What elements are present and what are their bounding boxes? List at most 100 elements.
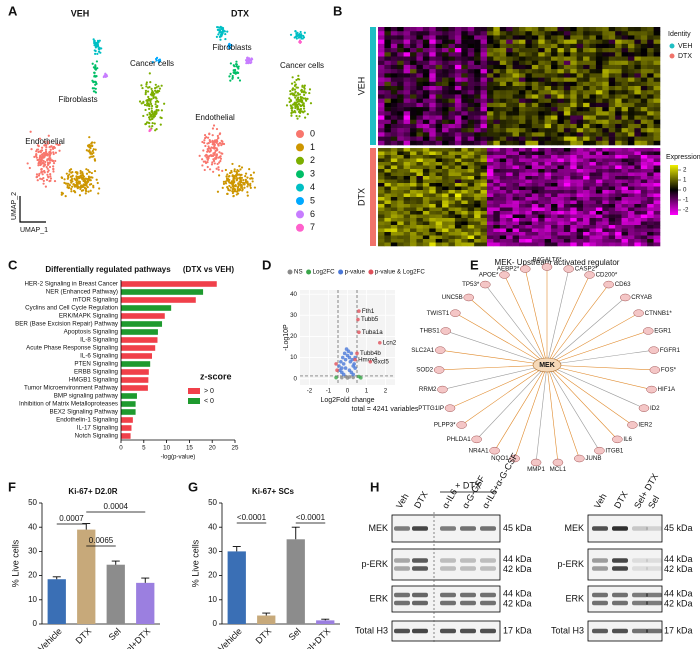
heat-cell <box>486 218 494 222</box>
heat-cell <box>474 115 481 121</box>
heat-cell <box>531 172 539 177</box>
blot-band <box>440 600 456 606</box>
umap-cell <box>233 177 236 180</box>
heat-cell <box>653 102 661 108</box>
blot-band <box>480 628 496 634</box>
heat-cell <box>544 77 552 83</box>
heat-cell <box>602 169 610 173</box>
heat-cell <box>538 186 545 191</box>
umap-cell <box>49 148 52 151</box>
umap-cell <box>299 95 302 99</box>
heat-cell <box>461 132 469 137</box>
heat-cell <box>615 221 622 226</box>
umap-cell <box>145 81 148 84</box>
umap-cell <box>203 141 206 144</box>
umap-cell <box>228 184 231 188</box>
heat-cell <box>390 35 398 40</box>
umap-cell <box>289 33 293 36</box>
heat-cell <box>640 235 648 240</box>
heat-cell <box>576 165 584 170</box>
heat-cell <box>525 193 533 198</box>
heat-cell <box>557 211 565 215</box>
heat-cell <box>480 27 488 32</box>
umap-cell <box>229 72 232 75</box>
heat-cell <box>416 90 424 95</box>
category-label: HER-2 Signaling in Breast Cancer <box>24 281 118 288</box>
p-value-label: <0.0001 <box>237 513 267 522</box>
heat-cell <box>422 190 430 194</box>
heat-cell <box>544 132 552 137</box>
heat-cell <box>429 186 436 191</box>
heat-cell <box>435 176 443 180</box>
umap-cell <box>233 170 236 173</box>
heat-cell <box>544 232 552 236</box>
umap-cell <box>60 193 63 196</box>
heat-cell <box>525 179 533 184</box>
heat-cell <box>634 73 642 78</box>
heat-cell <box>422 136 430 142</box>
category-label: Apoptosis Signaling <box>64 329 119 336</box>
heat-cell <box>467 128 475 133</box>
heat-cell <box>467 35 475 40</box>
heat-cell <box>583 176 590 180</box>
heat-cell <box>416 111 424 116</box>
heat-cell <box>551 197 558 201</box>
heat-cell <box>583 225 590 229</box>
heat-cell <box>512 176 520 180</box>
heat-cell <box>557 81 565 87</box>
heat-cell <box>538 64 545 70</box>
umap-cell <box>54 159 57 163</box>
blot-band <box>646 566 662 571</box>
heat-cell <box>653 225 661 229</box>
heat-cell <box>589 123 597 129</box>
heat-cell <box>506 221 513 226</box>
umap-cell <box>218 174 221 177</box>
heat-cell <box>621 128 629 133</box>
heat-cell <box>519 225 526 229</box>
heat-cell <box>499 193 507 198</box>
heat-cell <box>512 43 520 49</box>
umap-cell <box>290 111 293 115</box>
heat-cell <box>410 115 417 121</box>
heat-cell <box>589 148 597 152</box>
heat-cell <box>544 225 552 229</box>
heat-cell <box>378 221 385 226</box>
heat-cell <box>403 242 411 247</box>
umap-cell <box>96 67 99 70</box>
heat-cell <box>403 207 411 212</box>
heat-cell <box>570 140 577 146</box>
umap-cell <box>221 140 224 143</box>
heat-cell <box>397 148 404 152</box>
heat-cell <box>410 132 417 137</box>
heat-cell <box>576 214 584 219</box>
heat-cell <box>647 207 654 212</box>
heat-cell <box>583 43 590 49</box>
network-node <box>450 309 461 317</box>
heat-cell <box>474 151 481 156</box>
umap-cell <box>246 180 249 183</box>
umap-cell <box>293 81 296 84</box>
heat-cell <box>403 81 411 87</box>
heat-cell <box>525 60 533 66</box>
heat-cell <box>519 165 526 170</box>
heat-cell <box>602 56 610 62</box>
heat-cell <box>480 119 488 125</box>
heat-cell <box>608 151 616 156</box>
node-label: FGFR1 <box>660 347 681 354</box>
heat-cell <box>442 123 449 129</box>
heat-cell <box>583 218 590 222</box>
heat-cell <box>390 73 398 78</box>
heat-cell <box>563 186 571 191</box>
heat-cell <box>486 214 494 219</box>
heat-cell <box>454 39 462 45</box>
error-bar <box>232 546 241 552</box>
heat-cell <box>512 225 520 229</box>
umap-cell <box>218 133 221 136</box>
heat-cell <box>563 165 571 170</box>
blot-band <box>632 566 648 571</box>
heat-cell <box>589 35 597 40</box>
heat-cell <box>570 225 577 229</box>
heat-cell <box>397 200 404 205</box>
heat-cell <box>429 107 436 112</box>
heat-cell <box>640 197 648 201</box>
